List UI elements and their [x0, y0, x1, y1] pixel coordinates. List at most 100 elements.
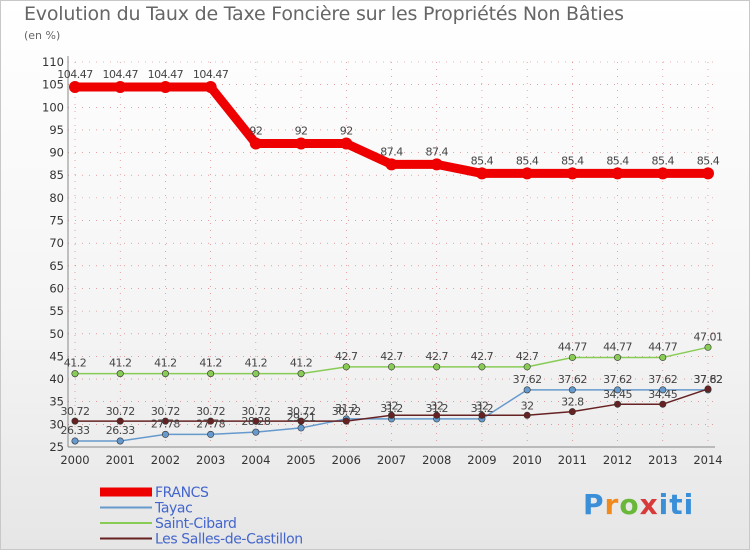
- data-label: 32: [475, 399, 488, 412]
- data-point: [614, 400, 622, 408]
- data-label: 92: [295, 125, 308, 138]
- data-point: [568, 353, 576, 361]
- chart-subtitle: (en %): [24, 29, 61, 42]
- legend-label: Les Salles-de-Castillon: [155, 532, 303, 548]
- data-label: 41.2: [245, 357, 268, 370]
- data-label: 32: [385, 399, 398, 412]
- data-label: 85.4: [561, 154, 584, 167]
- data-label: 30.72: [287, 405, 316, 418]
- x-tick-label: 2014: [693, 453, 722, 467]
- data-label: 85.4: [471, 154, 494, 167]
- data-label: 30.72: [151, 405, 180, 418]
- x-tick-label: 2013: [648, 453, 677, 467]
- data-label: 29.21: [287, 411, 316, 424]
- data-label: 34.45: [648, 388, 677, 401]
- x-tick-label: 2011: [558, 453, 587, 467]
- data-point: [342, 363, 350, 371]
- data-label: 42.7: [516, 350, 539, 363]
- data-label: 30.72: [196, 405, 225, 418]
- data-point: [297, 370, 305, 378]
- y-tick-label: 85: [49, 168, 64, 182]
- data-point: [475, 167, 488, 180]
- data-label: 104.47: [57, 68, 93, 81]
- data-label: 32: [521, 399, 534, 412]
- data-point: [297, 424, 305, 432]
- data-label: 37.62: [513, 373, 542, 386]
- data-label: 85.4: [652, 154, 675, 167]
- y-tick-label: 75: [49, 214, 64, 228]
- y-tick-label: 100: [42, 100, 64, 114]
- x-tick-label: 2007: [377, 453, 406, 467]
- data-point: [252, 428, 260, 436]
- x-tick-label: 2002: [151, 453, 180, 467]
- data-label: 27.78: [151, 417, 180, 430]
- y-tick-label: 55: [49, 304, 64, 318]
- data-point: [252, 417, 260, 425]
- legend-label: Saint-Cibard: [155, 516, 237, 532]
- data-point: [704, 385, 712, 393]
- data-label: 30.72: [61, 405, 90, 418]
- data-point: [433, 411, 441, 419]
- data-label: 30.72: [241, 405, 270, 418]
- x-tick-label: 2001: [106, 453, 135, 467]
- data-point: [69, 81, 81, 94]
- data-label: 37.62: [694, 373, 723, 386]
- data-label: 31.2: [335, 402, 358, 415]
- data-point: [523, 386, 531, 394]
- data-label: 28.28: [241, 415, 270, 428]
- data-point: [116, 370, 124, 378]
- x-tick-label: 2010: [513, 453, 542, 467]
- proxiti-logo: Proxiti: [583, 488, 695, 521]
- y-tick-label: 40: [49, 372, 64, 386]
- data-label: 31.2: [425, 402, 448, 415]
- data-label: 104.47: [193, 68, 229, 81]
- data-label: 42.7: [335, 350, 358, 363]
- y-tick-label: 105: [42, 78, 64, 92]
- data-label: 85.4: [516, 154, 539, 167]
- data-label: 85.4: [697, 154, 720, 167]
- data-point: [114, 81, 127, 94]
- data-point: [659, 353, 667, 361]
- data-point: [207, 370, 215, 378]
- data-label: 85.4: [606, 154, 629, 167]
- y-tick-label: 45: [49, 349, 64, 363]
- data-label: 92: [340, 125, 353, 138]
- data-point: [249, 137, 262, 150]
- data-point: [204, 81, 217, 94]
- data-point: [159, 81, 172, 94]
- data-label: 32: [430, 399, 443, 412]
- data-label: 26.33: [106, 424, 135, 437]
- data-label: 37.62: [648, 373, 677, 386]
- y-tick-label: 90: [49, 146, 64, 160]
- chart-title: Evolution du Taux de Taxe Foncière sur l…: [24, 3, 624, 25]
- data-label: 42.7: [425, 350, 448, 363]
- data-point: [614, 386, 622, 394]
- y-tick-label: 80: [49, 191, 64, 205]
- x-tick-label: 2004: [241, 453, 270, 467]
- legend-label: FRANCS: [155, 485, 209, 501]
- data-point: [161, 370, 169, 378]
- data-label: 41.2: [154, 357, 177, 370]
- x-tick-label: 2009: [467, 453, 496, 467]
- legend-label: Tayac: [154, 501, 192, 517]
- data-label: 41.2: [64, 357, 87, 370]
- data-point: [433, 363, 441, 371]
- data-point: [478, 411, 486, 419]
- data-point: [387, 363, 395, 371]
- data-label: 44.77: [603, 340, 632, 353]
- y-tick-label: 30: [49, 417, 64, 431]
- data-label: 30.72: [106, 405, 135, 418]
- data-label: 44.77: [648, 340, 677, 353]
- data-point: [656, 167, 669, 180]
- data-point: [71, 370, 79, 378]
- data-label: 92: [249, 125, 262, 138]
- data-point: [566, 167, 579, 180]
- x-tick-label: 2000: [60, 453, 89, 467]
- data-point: [161, 430, 169, 438]
- y-tick-label: 65: [49, 259, 64, 273]
- data-point: [295, 137, 308, 150]
- data-label: 87.4: [380, 145, 403, 158]
- data-label: 42.7: [471, 350, 494, 363]
